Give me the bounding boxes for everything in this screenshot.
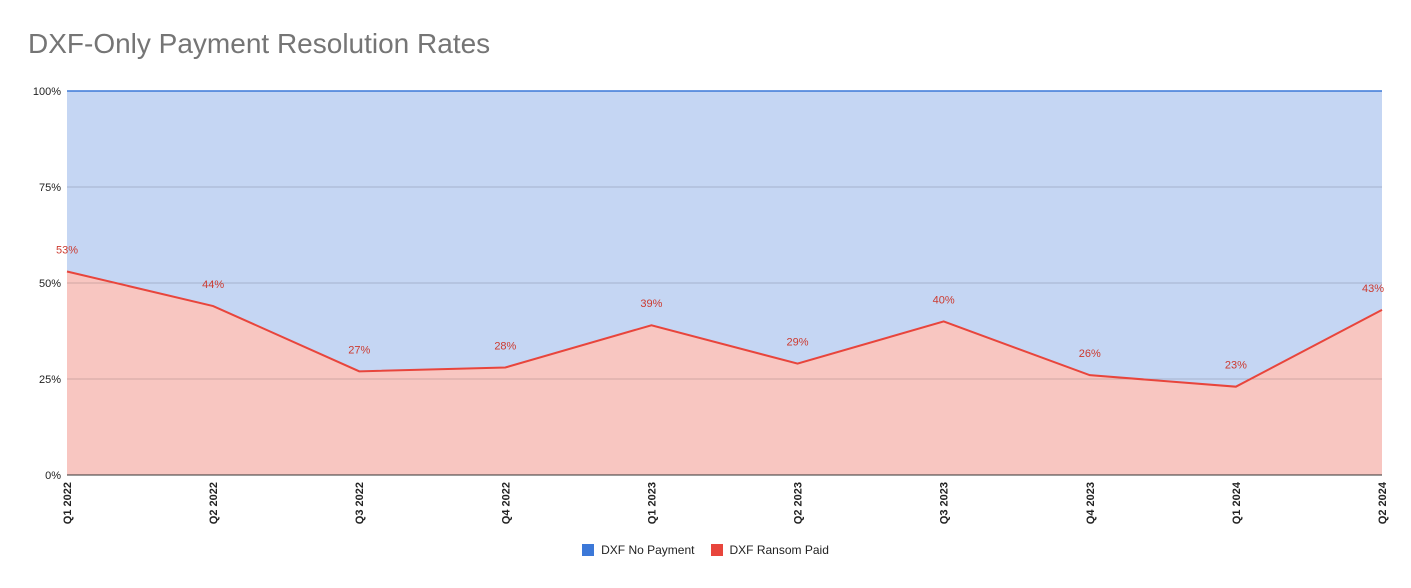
area-no-payment <box>67 91 1382 387</box>
legend-swatch-no-payment <box>582 544 595 556</box>
legend[interactable]: DXF No Payment DXF Ransom Paid <box>0 543 1411 557</box>
y-tick-label: 75% <box>39 182 61 194</box>
x-tick-label: Q2 2024 <box>1377 481 1389 524</box>
y-tick-label: 50% <box>39 278 61 290</box>
x-tick-label: Q1 2022 <box>62 482 74 524</box>
x-tick-label: Q4 2023 <box>1085 482 1097 524</box>
x-tick-label: Q1 2024 <box>1231 481 1243 524</box>
data-label: 23% <box>1225 360 1247 372</box>
chart-title: DXF-Only Payment Resolution Rates <box>28 28 491 59</box>
legend-label-no-payment: DXF No Payment <box>601 543 695 557</box>
area-ransom-paid <box>67 271 1382 475</box>
data-label: 39% <box>640 298 662 310</box>
y-tick-label: 25% <box>39 374 61 386</box>
data-label: 40% <box>933 294 955 306</box>
data-label: 53% <box>56 244 78 256</box>
data-label: 43% <box>1362 283 1384 295</box>
data-label: 26% <box>1079 348 1101 360</box>
y-tick-label: 0% <box>45 470 61 482</box>
x-tick-label: Q2 2022 <box>208 482 220 524</box>
legend-item-no-payment[interactable]: DXF No Payment <box>582 543 695 557</box>
data-label: 44% <box>202 279 224 291</box>
series-line-ransom-paid <box>66 270 1383 388</box>
y-tick-label: 100% <box>33 86 61 98</box>
x-tick-label: Q3 2023 <box>939 482 951 524</box>
data-label: 28% <box>494 340 516 352</box>
legend-swatch-ransom-paid <box>710 544 723 556</box>
legend-label-ransom-paid: DXF Ransom Paid <box>729 543 829 557</box>
x-tick-label: Q3 2022 <box>354 482 366 524</box>
x-tick-label: Q1 2023 <box>646 482 658 524</box>
data-label: 29% <box>787 337 809 349</box>
x-tick-label: Q4 2022 <box>500 482 512 524</box>
x-tick-label: Q2 2023 <box>793 482 805 524</box>
data-label: 27% <box>348 344 370 356</box>
legend-item-ransom-paid[interactable]: DXF Ransom Paid <box>710 543 829 557</box>
